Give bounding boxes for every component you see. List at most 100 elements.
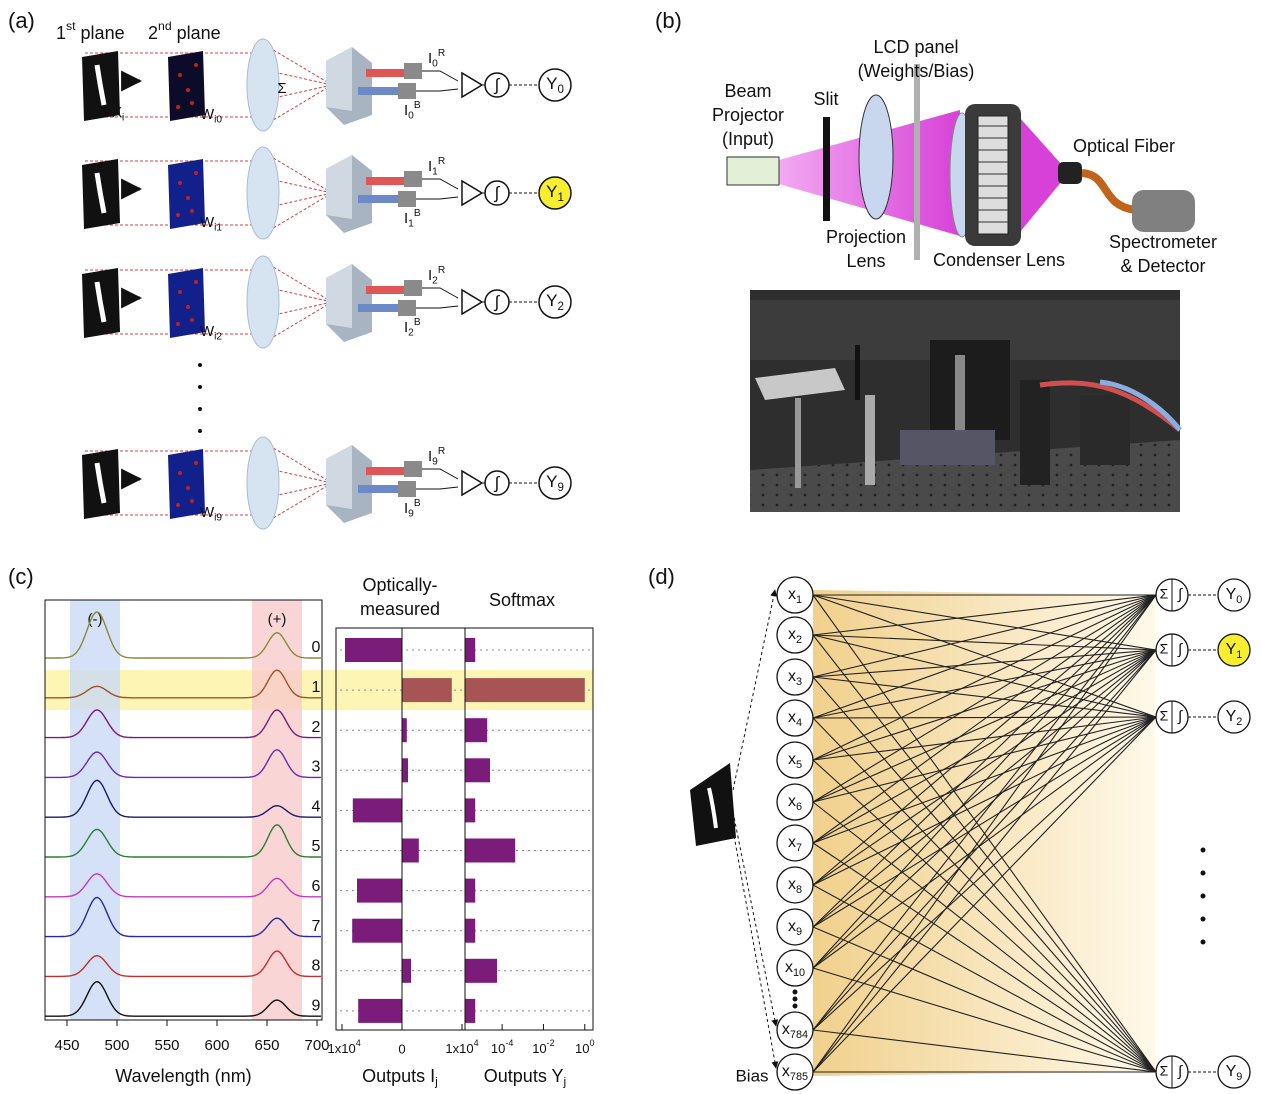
label: Condenser Lens <box>933 250 1065 270</box>
weight-label-base: W <box>200 323 215 340</box>
bar <box>465 638 475 662</box>
input-label-base: x <box>788 626 796 643</box>
label-line: & Detector <box>1120 256 1205 276</box>
bar <box>465 839 515 863</box>
input-label-sub: 785 <box>790 1071 808 1083</box>
bar <box>465 678 585 702</box>
detector <box>404 461 422 477</box>
digit-label: 4 <box>312 798 321 815</box>
red-beam <box>366 69 404 77</box>
x-tick-label: 500 <box>104 1037 129 1054</box>
light-beam <box>1020 118 1062 232</box>
detector-label-sub: 0 <box>432 58 438 69</box>
detector-label: I9B <box>404 498 421 520</box>
bar <box>465 959 497 983</box>
blue-beam <box>358 304 398 312</box>
blue-beam <box>358 195 398 203</box>
detector-label-sub: 9 <box>432 456 438 467</box>
weight-label: Wi1 <box>200 214 222 233</box>
ellipsis-dot <box>793 990 798 995</box>
tick-sup: -4 <box>505 1038 513 1048</box>
tick-base: -1x10 <box>323 1041 356 1056</box>
weight-label-base: W <box>200 106 215 123</box>
neuron-sum: Σ <box>1160 641 1169 657</box>
input-label-base: x <box>788 793 796 810</box>
tick-sup: 0 <box>590 1038 595 1048</box>
slit <box>823 117 830 221</box>
neuron-sum: Σ <box>1160 1063 1169 1079</box>
panel-label: (c) <box>8 564 34 589</box>
bar <box>402 758 408 782</box>
neuron-sum: Σ <box>1160 586 1169 602</box>
dashed-arrow <box>733 590 775 790</box>
detector-label: I0B <box>404 100 421 122</box>
detector <box>398 481 416 497</box>
input-label-base: x <box>785 959 793 976</box>
ellipsis-dot <box>793 1004 798 1009</box>
fiber-connector <box>1058 162 1082 184</box>
red-beam <box>366 177 404 185</box>
bar <box>345 638 402 662</box>
output-label-base: Y <box>1226 586 1237 603</box>
plane-label: 2nd plane <box>148 19 221 43</box>
weight-label-sub: i9 <box>214 512 222 523</box>
x-axis-label-sub: j <box>563 1075 567 1089</box>
detector-label-sup: B <box>414 208 421 219</box>
weight-pixel <box>186 305 190 309</box>
weight-pixel <box>194 63 198 67</box>
tick-base: 10 <box>575 1041 589 1056</box>
panel-label: (d) <box>648 564 675 589</box>
detector-label-sub: 2 <box>432 275 438 286</box>
detector <box>398 300 416 316</box>
ellipsis-dot <box>1201 848 1206 853</box>
output-label-sub: 1 <box>557 192 563 204</box>
bar <box>353 798 402 822</box>
label: Slit <box>813 89 838 109</box>
weight-label-sub: i1 <box>214 222 222 233</box>
plot-title: Softmax <box>489 590 555 610</box>
x-axis-label: Outputs Yj <box>484 1066 566 1089</box>
blue-beam <box>358 485 398 493</box>
bar <box>465 999 475 1023</box>
x-axis-label: Wavelength (nm) <box>115 1066 251 1086</box>
x-tick-label: -1x104 <box>323 1038 361 1056</box>
x-tick-label: 10-4 <box>491 1038 513 1056</box>
weight-pixel <box>186 88 190 92</box>
output-label-base: Y <box>1226 641 1237 658</box>
bar <box>402 959 411 983</box>
plane-label-rest: plane <box>76 23 125 43</box>
plane-label-base: 2 <box>148 23 158 43</box>
label-line: Beam <box>724 81 771 101</box>
output-label-base: Y <box>546 182 557 201</box>
sum-symbol: Σ <box>277 80 286 97</box>
digit-label: 5 <box>312 838 321 855</box>
digit-label: 7 <box>312 918 321 935</box>
output-label-base: Y <box>1226 1063 1237 1080</box>
plane-label-sup: nd <box>158 19 172 33</box>
weight-label: Wi9 <box>200 504 222 523</box>
x-axis-label-sub: j <box>434 1075 438 1089</box>
output-label-sub: 2 <box>557 301 563 313</box>
digit-label: 9 <box>312 997 321 1014</box>
panel-label: (a) <box>8 8 35 33</box>
detector-label: I2R <box>428 265 445 287</box>
label-line: LCD panel <box>873 37 958 57</box>
output-label-sub: 0 <box>1236 594 1242 606</box>
lens <box>247 437 279 529</box>
optical-row: ∫ <box>82 256 571 348</box>
weight-pixel <box>190 101 194 105</box>
lens <box>247 147 279 239</box>
weight-pixel <box>176 105 180 109</box>
detector <box>398 83 416 99</box>
red-beam <box>366 467 404 475</box>
label-line: Spectrometer <box>1109 232 1217 252</box>
input-label-base: x <box>788 834 796 851</box>
ellipsis-dot <box>198 363 202 367</box>
plot-title: measured <box>360 599 440 619</box>
amplifier <box>462 290 482 314</box>
dashed-arrow <box>733 812 776 1026</box>
input-label-base: X <box>112 104 122 121</box>
detector-label-sub: 9 <box>408 508 414 519</box>
weight-label-base: W <box>200 504 215 521</box>
detector <box>404 171 422 187</box>
